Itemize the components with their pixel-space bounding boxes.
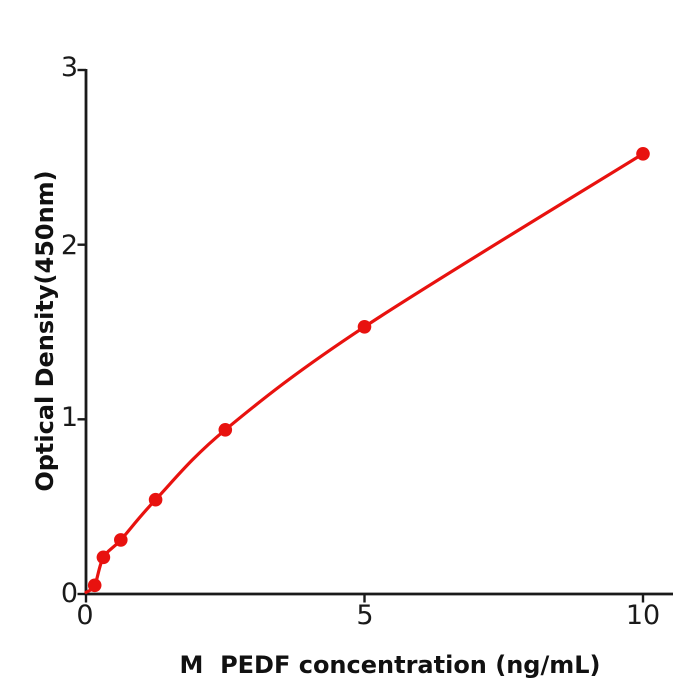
x-tick-label-5: 5 xyxy=(356,600,374,631)
y-tick-label-0: 0 xyxy=(60,578,78,609)
data-point-marker xyxy=(87,578,102,593)
axis-spines xyxy=(84,69,673,596)
standard-curve-line xyxy=(84,152,645,594)
x-tick-label-0: 0 xyxy=(76,600,94,631)
x-tick-label-10: 10 xyxy=(625,600,661,631)
y-tick-label-2: 2 xyxy=(60,230,78,261)
data-point-marker xyxy=(357,320,372,334)
y-tick-label-1: 1 xyxy=(60,402,78,433)
y-tick-label-3: 3 xyxy=(60,52,78,83)
data-point-marker xyxy=(218,423,233,437)
data-point-marker xyxy=(148,492,163,507)
data-point-marker xyxy=(114,533,128,547)
x-axis-title: M PEDF concentration (ng/mL) xyxy=(179,651,601,679)
data-point-marker xyxy=(636,147,650,161)
data-point-marker xyxy=(96,550,111,565)
y-axis-title: Optical Density(450nm) xyxy=(31,170,59,492)
